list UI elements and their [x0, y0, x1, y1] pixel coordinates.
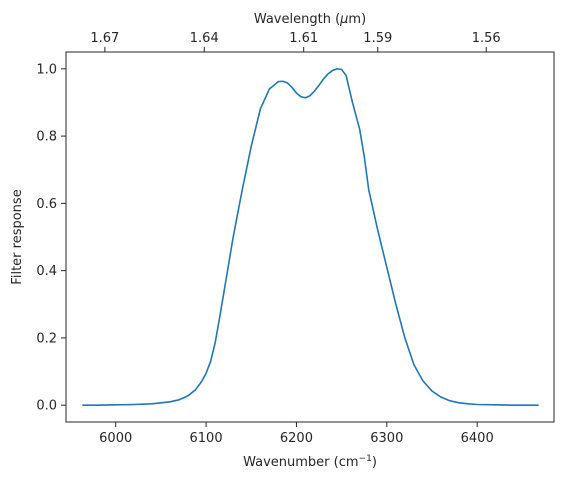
plot-area: [65, 51, 555, 423]
y-tick-label: 1.0: [36, 62, 57, 77]
x-tick-label: 6200: [280, 431, 313, 446]
x-tick-label: 6400: [461, 431, 494, 446]
y-tick-label: 0.6: [36, 197, 57, 212]
x-tick-label: 6300: [370, 431, 403, 446]
bottom-axis-ticks: 6000 6100 6200 6300 6400: [99, 422, 494, 446]
y-tick-label: 0.4: [36, 264, 57, 279]
top-axis-ticks: 1.67 1.64 1.61 1.59 1.56: [90, 31, 501, 52]
left-axis-ticks: 0.0 0.2 0.4 0.6 0.8 1.0: [36, 62, 66, 414]
y-tick-label: 0.8: [36, 130, 57, 145]
x-tick-label: 6100: [190, 431, 223, 446]
top-tick-label: 1.67: [90, 31, 119, 46]
top-axis-label: Wavelength (μm): [254, 12, 366, 27]
y-tick-label: 0.0: [36, 399, 57, 414]
x-axis-label: Wavenumber (cm−1): [243, 454, 377, 470]
top-tick-label: 1.56: [472, 31, 501, 46]
series-line: [82, 67, 539, 406]
top-tick-label: 1.59: [363, 31, 392, 46]
top-tick-label: 1.61: [289, 31, 318, 46]
y-axis-label: Filter response: [10, 189, 25, 284]
top-tick-label: 1.64: [190, 31, 219, 46]
y-tick-label: 0.2: [36, 331, 57, 346]
x-tick-label: 6000: [99, 431, 132, 446]
